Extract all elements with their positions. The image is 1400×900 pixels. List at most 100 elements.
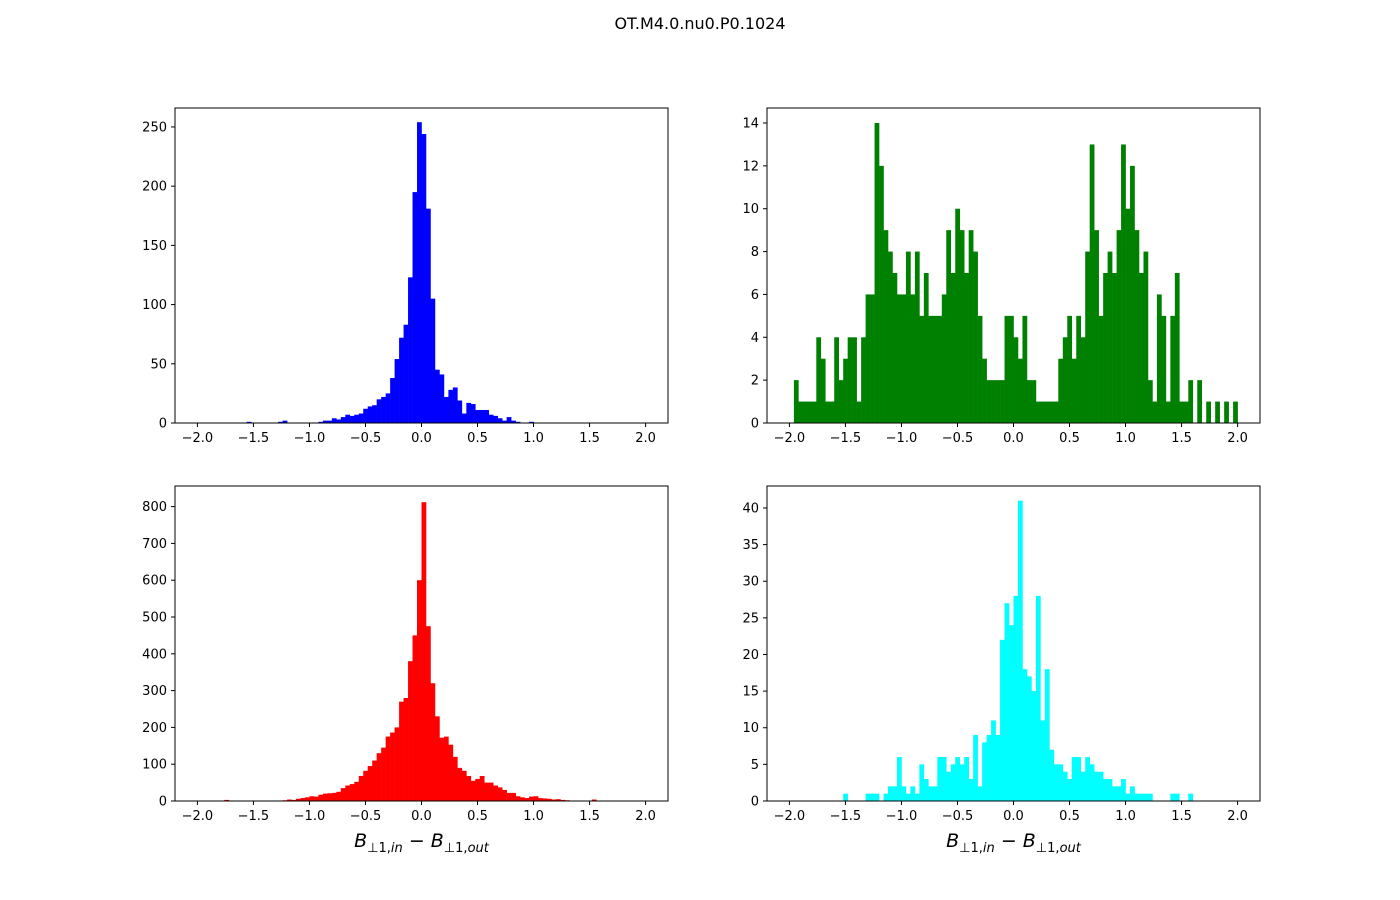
- histogram-bar: [417, 580, 422, 801]
- histogram-bar: [968, 779, 974, 801]
- histogram-bar: [896, 294, 902, 423]
- x-tick-label: −1.5: [238, 809, 270, 824]
- histogram-bar: [439, 737, 445, 801]
- histogram-bar: [318, 794, 324, 801]
- histogram-panel-blue: −2.0 −1.5 −1.0 −0.5 0.0 0.5 1.0 1.5 2.0 0 50 100 150…: [142, 107, 669, 446]
- histogram-bar: [1143, 251, 1149, 423]
- histogram-bar: [1062, 771, 1068, 801]
- histogram-bar: [457, 767, 463, 801]
- histogram-bar: [950, 764, 956, 801]
- histogram-bar: [879, 165, 884, 424]
- histogram-bar: [1174, 793, 1180, 801]
- histogram-bar: [493, 415, 498, 423]
- histogram-bar: [1017, 358, 1023, 423]
- histogram-bar: [1071, 358, 1077, 423]
- histogram-bar: [982, 742, 987, 801]
- histogram-bar: [452, 387, 458, 423]
- histogram-bar: [443, 396, 449, 423]
- histogram-bar: [932, 315, 938, 423]
- histogram-bar: [331, 418, 337, 423]
- histogram-bar: [1026, 676, 1032, 801]
- histogram-bars: [246, 122, 534, 424]
- histogram-bar: [937, 757, 943, 801]
- figure-title: OT.M4.0.nu0.P0.1024: [614, 14, 786, 33]
- histogram-bar: [1116, 230, 1122, 423]
- histogram-bar: [1188, 793, 1194, 801]
- histogram-bar: [452, 756, 458, 801]
- histogram-bar: [870, 793, 875, 801]
- histogram-bar: [1130, 786, 1135, 801]
- histogram-bar: [479, 409, 485, 423]
- histogram-bar: [1071, 757, 1077, 801]
- histogram-bar: [919, 315, 925, 423]
- histogram-panel-red: −2.0 −1.5 −1.0 −0.5 0.0 0.5 1.0 1.5 2.0 0 100 200 30…: [142, 485, 669, 856]
- histogram-bar: [1004, 315, 1010, 423]
- histogram-bar: [874, 793, 880, 801]
- histogram-bar: [905, 251, 911, 423]
- histogram-bar: [1076, 315, 1082, 423]
- y-tick-label: 300: [142, 684, 167, 699]
- histogram-bar: [852, 337, 857, 423]
- histogram-bar: [1125, 208, 1131, 423]
- x-tick-label: 0.0: [411, 809, 432, 824]
- histogram-bar: [798, 401, 804, 423]
- histogram-bar: [439, 374, 445, 423]
- histogram-bar: [345, 414, 351, 423]
- y-tick-label: 700: [142, 537, 167, 552]
- histogram-bar: [1103, 273, 1108, 423]
- histogram-bar: [327, 793, 333, 801]
- histogram-bar: [1143, 793, 1149, 801]
- histogram-bar: [300, 798, 306, 801]
- histogram-bar: [820, 358, 826, 423]
- y-tick-label: 4: [751, 331, 759, 346]
- histogram-bar: [977, 315, 983, 423]
- y-tick-label: 200: [142, 180, 167, 195]
- histogram-bar: [560, 799, 566, 801]
- histogram-bar: [430, 683, 436, 801]
- histogram-bar: [1147, 380, 1153, 423]
- histogram-bar: [354, 781, 360, 801]
- histogram-bar: [246, 421, 252, 423]
- histogram-bar: [964, 757, 969, 801]
- histogram-bar: [1013, 337, 1019, 423]
- histogram-bar: [340, 417, 346, 423]
- histogram-bar: [475, 778, 481, 801]
- histogram-bar: [843, 358, 848, 423]
- histogram-bar: [511, 792, 516, 801]
- histogram-bar: [1053, 764, 1059, 801]
- histogram-bar: [524, 798, 530, 801]
- histogram-bar: [363, 770, 369, 801]
- y-tick-label: 12: [742, 159, 759, 174]
- histogram-bar: [443, 736, 449, 801]
- histogram-bar: [287, 799, 292, 801]
- histogram-bar: [1188, 380, 1194, 423]
- histogram-bar: [291, 799, 297, 801]
- histogram-bar: [349, 784, 355, 801]
- histogram-bar: [425, 208, 431, 423]
- histogram-bar: [874, 123, 880, 423]
- x-tick-label: −1.5: [830, 431, 862, 446]
- histogram-bar: [986, 735, 992, 801]
- histogram-bar: [964, 273, 969, 423]
- histogram-bar: [466, 775, 472, 801]
- histogram-bar: [354, 414, 360, 423]
- histogram-bar: [1170, 315, 1176, 423]
- histogram-bar: [1040, 401, 1046, 423]
- histogram-bar: [340, 788, 346, 801]
- histogram-bar: [497, 787, 503, 801]
- histogram-bar: [381, 747, 386, 801]
- histogram-panel-cyan: −2.0 −1.5 −1.0 −0.5 0.0 0.5 1.0 1.5 2.0 0 5 10 15 20 2…: [742, 485, 1261, 856]
- histogram-bar: [412, 192, 418, 423]
- histogram-bar: [1058, 764, 1064, 801]
- histogram-bar: [1058, 358, 1064, 423]
- histogram-bar: [296, 798, 301, 801]
- histogram-bar: [349, 415, 355, 423]
- histogram-bar: [470, 404, 476, 423]
- y-tick-label: 100: [142, 758, 167, 773]
- histogram-bar: [546, 798, 552, 801]
- histogram-bar: [358, 775, 364, 801]
- histogram-bar: [1094, 230, 1099, 423]
- histogram-bar: [928, 315, 934, 423]
- histogram-bars: [843, 500, 1194, 801]
- histogram-bar: [1233, 401, 1238, 423]
